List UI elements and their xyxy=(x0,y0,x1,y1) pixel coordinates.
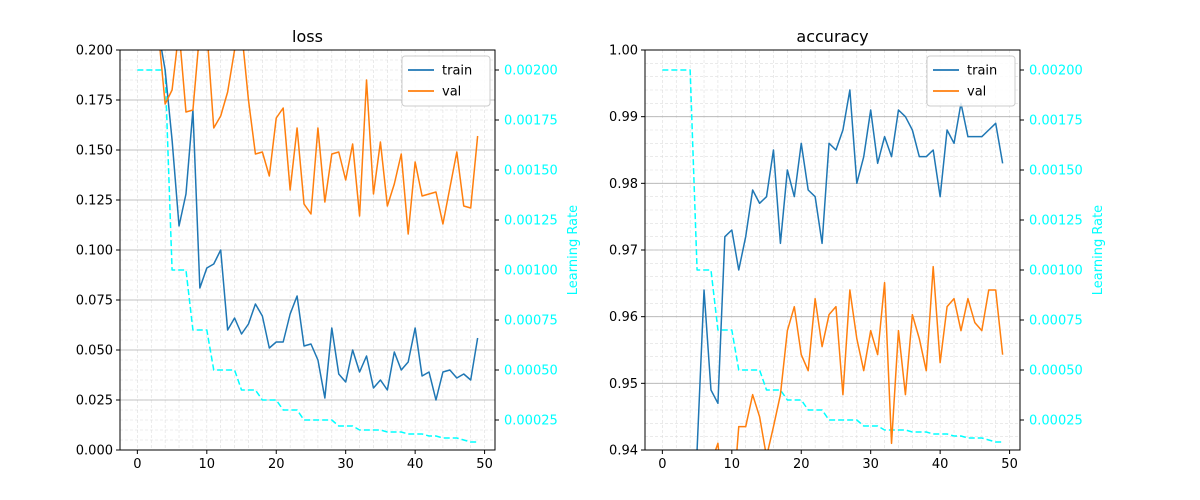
y-tick-label: 0.175 xyxy=(76,94,113,109)
x-tick-label: 10 xyxy=(199,457,216,472)
legend-label-val: val xyxy=(442,85,461,100)
y2-tick-label: 0.00125 xyxy=(1029,214,1083,229)
chart-panel-accuracy: 0 10 20 30 40 50 0.94 0.95 0.96 0.97 0.98 0.99 1.00 0… xyxy=(609,27,1106,472)
y-tick-label: 0.100 xyxy=(76,244,113,259)
legend-label-val: val xyxy=(967,85,986,100)
series-line-learning-rate xyxy=(662,69,1003,443)
y2-tick-label: 0.00150 xyxy=(1029,164,1083,179)
x-tick-label: 40 xyxy=(407,457,424,472)
y2-tick-label: 0.00025 xyxy=(504,414,558,429)
panel-title: loss xyxy=(292,27,323,46)
y2-tick-label: 0.00050 xyxy=(504,364,558,379)
y-tick-label: 0.075 xyxy=(76,294,113,309)
y2-tick-label: 0.00175 xyxy=(1029,114,1083,129)
y-tick-label: 0.95 xyxy=(609,377,638,392)
x-tick-label: 30 xyxy=(862,457,879,472)
y2-tick-label: 0.00175 xyxy=(504,114,558,129)
y-tick-label: 0.125 xyxy=(76,194,113,209)
y-tick-label: 0.97 xyxy=(609,244,638,259)
x-tick-label: 30 xyxy=(337,457,354,472)
legend-box xyxy=(926,55,1016,107)
y-tick-label: 0.98 xyxy=(609,177,638,192)
y-tick-label: 0.200 xyxy=(76,44,113,59)
y-tick-label: 0.050 xyxy=(76,344,113,359)
y-tick-label: 0.99 xyxy=(609,110,638,125)
panel-title: accuracy xyxy=(796,27,868,46)
x-tick-label: 50 xyxy=(1001,457,1018,472)
y2-tick-label: 0.00075 xyxy=(1029,314,1083,329)
x-tick-label: 10 xyxy=(724,457,741,472)
y-tick-label: 0.025 xyxy=(76,394,113,409)
series-line-val xyxy=(159,50,479,235)
y2-tick-label: 0.00050 xyxy=(1029,364,1083,379)
y2-tick-label: 0.00100 xyxy=(504,264,558,279)
y2-tick-label: 0.00150 xyxy=(504,164,558,179)
x-tick-label: 50 xyxy=(476,457,493,472)
x-tick-label: 0 xyxy=(133,457,141,472)
y2-tick-label: 0.00075 xyxy=(504,314,558,329)
series-line-train xyxy=(696,89,1004,450)
y2-tick-label: 0.00025 xyxy=(1029,414,1083,429)
y-tick-label: 1.00 xyxy=(609,44,638,59)
x-tick-label: 20 xyxy=(793,457,810,472)
y-tick-label: 0.94 xyxy=(609,444,638,459)
y-tick-label: 0.000 xyxy=(76,444,113,459)
legend-box xyxy=(401,55,491,107)
series-line-val xyxy=(714,265,1004,450)
y-tick-label: 0.96 xyxy=(609,310,638,325)
legend-label-train: train xyxy=(442,64,472,79)
legend: train val xyxy=(926,55,1016,107)
y2-axis-label: Learning Rate xyxy=(566,205,581,295)
x-tick-label: 20 xyxy=(268,457,285,472)
series-line-learning-rate xyxy=(137,69,478,443)
y2-axis-label: Learning Rate xyxy=(1091,205,1106,295)
y2-tick-label: 0.00200 xyxy=(504,64,558,79)
y2-tick-label: 0.00125 xyxy=(504,214,558,229)
y-tick-label: 0.150 xyxy=(76,144,113,159)
series-line-train xyxy=(160,50,479,401)
y2-tick-label: 0.00100 xyxy=(1029,264,1083,279)
legend: train val xyxy=(401,55,491,107)
chart-panel-loss: 0 10 20 30 40 50 0.000 0.025 0.050 0.075 0.100 0.12… xyxy=(76,27,581,472)
legend-label-train: train xyxy=(967,64,997,79)
x-tick-label: 0 xyxy=(658,457,666,472)
y2-tick-label: 0.00200 xyxy=(1029,64,1083,79)
x-tick-label: 40 xyxy=(932,457,949,472)
